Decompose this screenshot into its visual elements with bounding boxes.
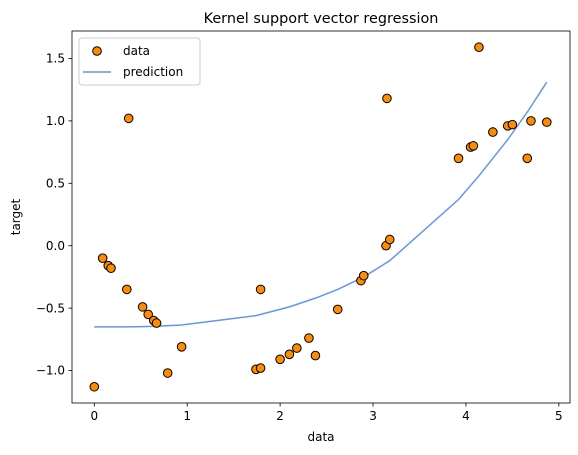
legend-marker-data [93,47,102,56]
data-point [542,118,551,127]
axes-frame [72,31,570,403]
x-axis-label: data [307,430,334,444]
data-point [256,364,265,373]
plot-area [90,43,551,391]
data-point [333,305,342,314]
data-point [285,350,294,359]
chart-title: Kernel support vector regression [204,11,439,27]
data-point [256,285,265,294]
y-tick-label: 1.0 [46,114,65,128]
y-axis-label: target [9,198,23,235]
data-point [469,142,478,151]
data-point [311,351,320,360]
data-point [138,303,147,312]
data-point [385,235,394,244]
data-point [305,334,314,343]
y-tick-label: 1.5 [46,52,65,66]
data-point [177,343,186,352]
y-tick-label: 0.5 [46,176,65,190]
x-tick-label: 1 [183,409,191,423]
x-tick-label: 2 [276,409,284,423]
data-point [475,43,484,52]
y-tick-label: 0.0 [46,239,65,253]
data-point [276,355,285,364]
y-tick-label: −0.5 [36,301,65,315]
legend-label-prediction: prediction [123,65,183,79]
data-point [124,114,133,123]
y-tick-label: −1.0 [36,364,65,378]
data-point [293,344,302,353]
data-point [98,254,107,263]
axes: 0 1 2 3 4 5 −1.0 −0.5 0.0 0.5 1.0 1.5 [36,31,570,423]
data-point [107,264,116,273]
legend-label-data: data [123,44,150,58]
x-tick-label: 4 [462,409,470,423]
data-point [152,319,161,328]
x-tick-label: 0 [90,409,98,423]
legend: data prediction [79,38,200,85]
data-point [123,285,132,294]
x-tick-label: 3 [369,409,377,423]
prediction-line [94,82,546,327]
x-tick-label: 5 [555,409,563,423]
data-point [163,369,172,378]
data-point [90,382,99,391]
data-point [359,271,368,280]
data-point [523,154,532,163]
data-point [383,94,392,103]
data-point [489,128,498,137]
data-point [508,120,517,129]
data-point [527,117,536,126]
data-point [454,154,463,163]
